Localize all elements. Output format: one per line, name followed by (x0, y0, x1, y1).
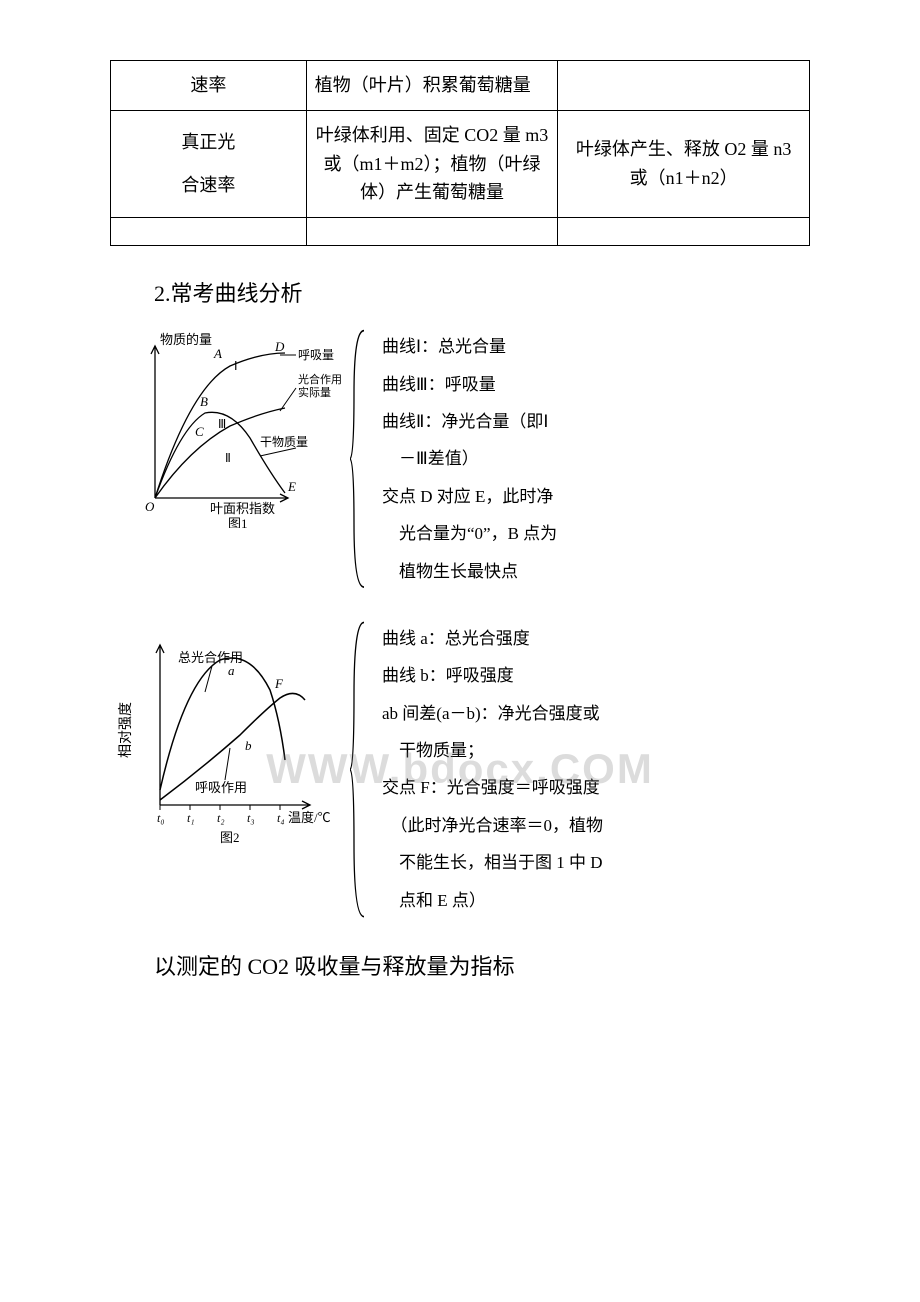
cell-true-line1: 真正光 (119, 121, 298, 164)
cell-true-rate: 真正光 合速率 (111, 110, 307, 217)
pt-C: C (195, 424, 204, 439)
fig1-anno-line: －Ⅲ差值） (382, 440, 810, 477)
figure1-annotations: 曲线Ⅰ：总光合量 曲线Ⅲ：呼吸量 曲线Ⅱ：净光合量（即Ⅰ －Ⅲ差值） 交点 D … (350, 328, 810, 590)
fig1-net2: 实际量 (298, 385, 331, 399)
fig1-anno-line: 曲线Ⅰ：总光合量 (382, 328, 810, 365)
table-row: 速率 植物（叶片）积累葡萄糖量 (111, 61, 810, 111)
fig1-anno-line: 曲线Ⅱ：净光合量（即Ⅰ (382, 403, 810, 440)
figure2-row: WWW.bdocx.COM 相对强度 (110, 620, 810, 919)
pt-F: F (274, 676, 284, 691)
cell-co2: 叶绿体利用、固定 CO2 量 m3 或（m1＋m2）；植物（叶绿体）产生葡萄糖量 (306, 110, 558, 217)
fig2-xlabel: 温度/℃ (288, 810, 331, 825)
fig1-xlabel: 叶面积指数 (210, 501, 275, 516)
cell-blank (306, 218, 558, 246)
pt-B: B (200, 394, 208, 409)
fig1-dry: 干物质量 (260, 435, 308, 449)
cell-blank (558, 218, 810, 246)
footer-text: 以测定的 CO2 吸收量与释放量为指标 (110, 949, 810, 981)
cell-o2: 叶绿体产生、释放 O2 量 n3 或（n1＋n2） (558, 110, 810, 217)
lbl-II: Ⅱ (225, 451, 231, 465)
fig2-t3: t₃ (247, 811, 255, 825)
section-title: 2.常考曲线分析 (110, 276, 810, 308)
lbl-I: Ⅰ (234, 359, 238, 373)
table-row-empty (111, 218, 810, 246)
fig2-anno-line: ab 间差(a－b)：净光合强度或 (382, 695, 810, 732)
fig2-anno-line: 点和 E 点） (382, 882, 810, 919)
pt-A: A (213, 346, 222, 361)
brace-icon (350, 328, 368, 590)
fig1-resp: 呼吸量 (298, 348, 334, 362)
table-row: 真正光 合速率 叶绿体利用、固定 CO2 量 m3 或（m1＋m2）；植物（叶绿… (111, 110, 810, 217)
fig1-ylabel: 物质的量 (160, 332, 212, 347)
cell-true-line2: 合速率 (119, 164, 298, 207)
figure1-svg: A D B C E Ⅰ Ⅲ Ⅱ 物质的量 O 叶面积指数 图1 呼吸量 光合作用… (110, 328, 350, 528)
fig2-t2: t₂ (217, 811, 225, 825)
lbl-a: a (228, 663, 235, 678)
fig1-net1: 光合作用 (298, 372, 342, 386)
brace-icon (350, 620, 368, 919)
figure2-annotations: 曲线 a：总光合强度 曲线 b：呼吸强度 ab 间差(a－b)：净光合强度或 干… (350, 620, 810, 919)
figure2-svg: 相对强度 t₀ t₁ t₂ t (110, 620, 350, 850)
rate-table: 速率 植物（叶片）积累葡萄糖量 真正光 合速率 叶绿体利用、固定 CO2 量 m… (110, 60, 810, 246)
fig2-anno-line: 干物质量； (382, 732, 810, 769)
fig1-anno-line: 植物生长最快点 (382, 553, 810, 590)
figure1-row: A D B C E Ⅰ Ⅲ Ⅱ 物质的量 O 叶面积指数 图1 呼吸量 光合作用… (110, 328, 810, 590)
fig1-anno-line: 光合量为“0”，B 点为 (382, 515, 810, 552)
fig1-caption: 图1 (228, 516, 248, 528)
fig2-anno-line: 曲线 a：总光合强度 (382, 620, 810, 657)
cell-empty (558, 61, 810, 111)
fig2-toplabel: 总光合作用 (178, 650, 243, 665)
pt-E: E (287, 479, 296, 494)
figure2-box: 相对强度 t₀ t₁ t₂ t (110, 620, 350, 919)
pt-D: D (274, 339, 285, 354)
fig1-anno-line: 曲线Ⅲ：呼吸量 (382, 366, 810, 403)
fig2-t4: t₄ (277, 811, 285, 825)
cell-blank (111, 218, 307, 246)
fig1-origin: O (145, 499, 155, 514)
cell-rate-label: 速率 (111, 61, 307, 111)
fig1-anno-line: 交点 D 对应 E，此时净 (382, 478, 810, 515)
fig2-anno-line: （此时净光合速率＝0，植物 (382, 807, 810, 844)
fig2-anno-line: 交点 F：光合强度＝呼吸强度 (382, 769, 810, 806)
figure1-box: A D B C E Ⅰ Ⅲ Ⅱ 物质的量 O 叶面积指数 图1 呼吸量 光合作用… (110, 328, 350, 590)
fig2-ylabel: 相对强度 (118, 702, 134, 758)
fig2-caption: 图2 (220, 830, 240, 845)
lbl-III: Ⅲ (218, 417, 226, 431)
cell-accum: 植物（叶片）积累葡萄糖量 (306, 61, 558, 111)
fig2-anno-line: 不能生长，相当于图 1 中 D (382, 844, 810, 881)
fig2-t1: t₁ (187, 811, 195, 825)
fig2-botlabel: 呼吸作用 (195, 780, 247, 795)
fig2-t0: t₀ (157, 811, 165, 825)
lbl-b: b (245, 738, 252, 753)
fig2-anno-line: 曲线 b：呼吸强度 (382, 657, 810, 694)
